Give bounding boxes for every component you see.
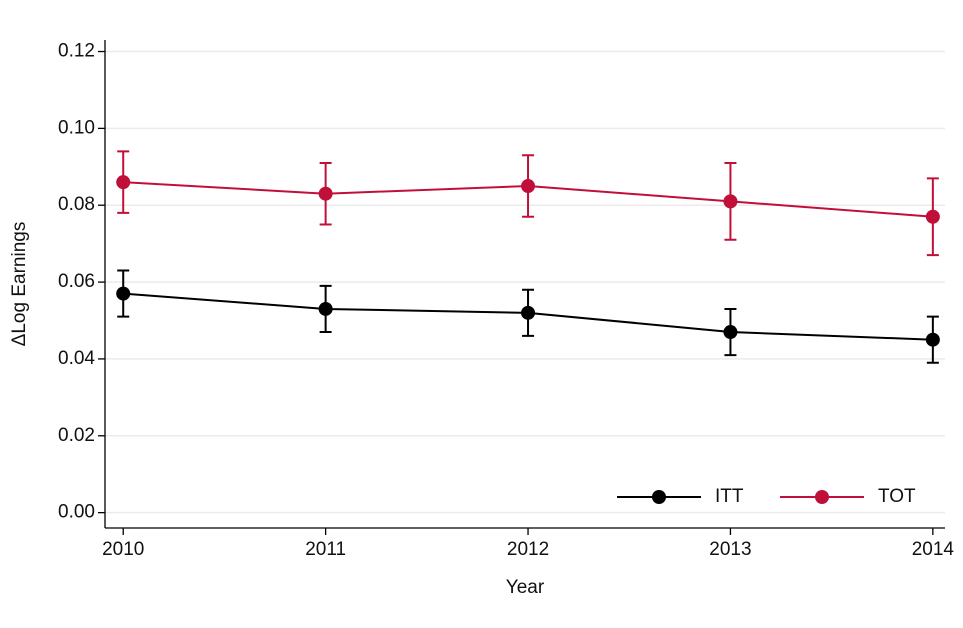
point	[521, 305, 536, 320]
x-tick-label: 2010	[102, 539, 144, 560]
point	[116, 175, 131, 190]
y-tick-label: 0.06	[58, 271, 95, 292]
point	[318, 186, 333, 201]
y-tick-label: 0.08	[58, 194, 95, 215]
y-tick-label: 0.02	[58, 425, 95, 446]
x-axis-label: Year	[506, 577, 545, 598]
x-tick-label: 2012	[507, 539, 549, 560]
point	[723, 194, 738, 209]
y-axis-label: ΔLog Earnings	[9, 222, 30, 347]
y-tick-label: 0.04	[58, 348, 95, 369]
point	[318, 301, 333, 316]
point	[116, 286, 131, 301]
legend-label: ITT	[715, 486, 744, 507]
y-tick-label: 0.00	[58, 502, 95, 523]
x-tick-label: 2011	[305, 539, 346, 560]
legend-marker	[652, 490, 666, 504]
x-tick-label: 2014	[912, 539, 955, 560]
point	[925, 332, 940, 347]
x-tick-label: 2013	[709, 539, 751, 560]
legend-label: TOT	[878, 486, 916, 507]
point	[925, 209, 940, 224]
point	[521, 179, 536, 194]
legend-marker	[815, 490, 829, 504]
point	[723, 325, 738, 340]
y-tick-label: 0.10	[58, 117, 95, 138]
y-tick-label: 0.12	[58, 41, 95, 62]
